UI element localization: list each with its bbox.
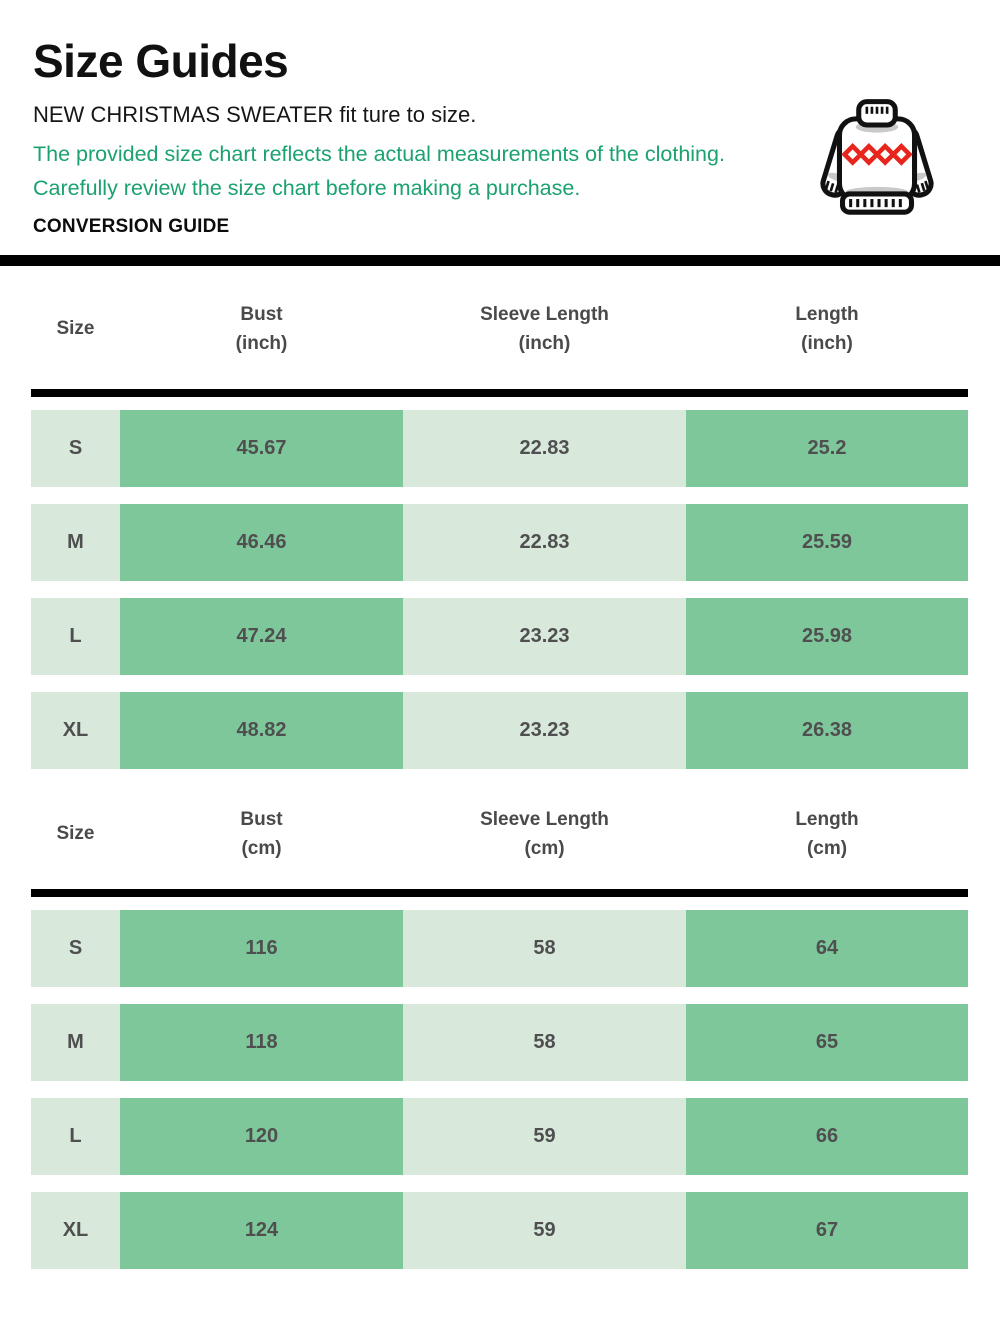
sleeve-cell: 58 bbox=[403, 909, 686, 987]
sleeve-cell: 23.23 bbox=[403, 597, 686, 675]
column-header-bust: Bust (inch) bbox=[235, 303, 288, 354]
page-title: Size Guides bbox=[33, 35, 289, 87]
section-divider-bar bbox=[0, 254, 1000, 266]
product-fit-note: NEW CHRISTMAS SWEATER fit ture to size. bbox=[33, 101, 477, 127]
size-table-inch: Size Bust (inch) Sleeve Length (inch) Leng… bbox=[31, 266, 968, 769]
bust-cell: 120 bbox=[120, 1097, 403, 1175]
table-row: L 120 59 66 bbox=[31, 1097, 968, 1175]
christmas-sweater-icon bbox=[820, 99, 934, 215]
sleeve-cell: 22.83 bbox=[403, 409, 686, 487]
bust-cell: 46.46 bbox=[120, 503, 403, 581]
size-cell: S bbox=[31, 909, 120, 987]
column-header-bust: Bust (cm) bbox=[240, 808, 283, 859]
size-cell: M bbox=[31, 1003, 120, 1081]
bust-cell: 118 bbox=[120, 1003, 403, 1081]
table-body: S 116 58 64 M 118 58 65 L 120 59 66 XL 1… bbox=[31, 897, 968, 1269]
sleeve-cell: 22.83 bbox=[403, 503, 686, 581]
column-header-length: Length (cm) bbox=[795, 808, 859, 859]
table-row: XL 124 59 67 bbox=[31, 1191, 968, 1269]
header-divider-bar bbox=[31, 888, 968, 897]
size-cell: S bbox=[31, 409, 120, 487]
table-header-row: Size Bust (cm) Sleeve Length (cm) Length (c… bbox=[31, 786, 968, 889]
table-row: L 47.24 23.23 25.98 bbox=[31, 597, 968, 675]
size-cell: L bbox=[31, 597, 120, 675]
table-row: S 45.67 22.83 25.2 bbox=[31, 409, 968, 487]
sleeve-cell: 59 bbox=[403, 1191, 686, 1269]
table-header-row: Size Bust (inch) Sleeve Length (inch) Leng… bbox=[31, 266, 968, 389]
table-row: XL 48.82 23.23 26.38 bbox=[31, 691, 968, 769]
size-cell: XL bbox=[31, 691, 120, 769]
size-cell: XL bbox=[31, 1191, 120, 1269]
length-cell: 65 bbox=[686, 1003, 968, 1081]
length-cell: 67 bbox=[686, 1191, 968, 1269]
length-cell: 26.38 bbox=[686, 691, 968, 769]
column-header-sleeve-length: Sleeve Length (cm) bbox=[480, 808, 609, 859]
bust-cell: 124 bbox=[120, 1191, 403, 1269]
bust-cell: 116 bbox=[120, 909, 403, 987]
sleeve-cell: 23.23 bbox=[403, 691, 686, 769]
length-cell: 25.2 bbox=[686, 409, 968, 487]
column-header-sleeve-length: Sleeve Length (inch) bbox=[480, 303, 609, 354]
bust-cell: 48.82 bbox=[120, 691, 403, 769]
header-divider-bar bbox=[31, 388, 968, 397]
table-row: S 116 58 64 bbox=[31, 909, 968, 987]
column-header-size: Size bbox=[56, 318, 95, 340]
size-table-cm: Size Bust (cm) Sleeve Length (cm) Length (c… bbox=[31, 786, 968, 1269]
size-cell: L bbox=[31, 1097, 120, 1175]
page-header: Size Guides NEW CHRISTMAS SWEATER fit tu… bbox=[0, 0, 1000, 238]
conversion-guide-label: CONVERSION GUIDE bbox=[33, 215, 230, 237]
length-cell: 25.98 bbox=[686, 597, 968, 675]
sleeve-cell: 58 bbox=[403, 1003, 686, 1081]
bust-cell: 47.24 bbox=[120, 597, 403, 675]
size-cell: M bbox=[31, 503, 120, 581]
table-body: S 45.67 22.83 25.2 M 46.46 22.83 25.59 L… bbox=[31, 397, 968, 769]
column-header-length: Length (inch) bbox=[795, 303, 859, 354]
length-cell: 66 bbox=[686, 1097, 968, 1175]
sleeve-cell: 59 bbox=[403, 1097, 686, 1175]
bust-cell: 45.67 bbox=[120, 409, 403, 487]
table-row: M 118 58 65 bbox=[31, 1003, 968, 1081]
length-cell: 25.59 bbox=[686, 503, 968, 581]
size-chart-note: The provided size chart reflects the act… bbox=[33, 141, 725, 200]
length-cell: 64 bbox=[686, 909, 968, 987]
column-header-size: Size bbox=[56, 823, 95, 845]
table-row: M 46.46 22.83 25.59 bbox=[31, 503, 968, 581]
